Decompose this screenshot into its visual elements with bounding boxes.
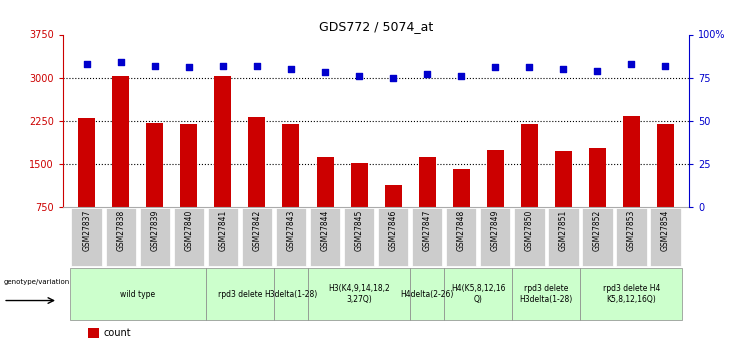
Point bbox=[319, 70, 331, 75]
FancyBboxPatch shape bbox=[274, 268, 308, 320]
Text: GSM27846: GSM27846 bbox=[388, 210, 398, 252]
FancyBboxPatch shape bbox=[242, 208, 272, 266]
Point bbox=[81, 61, 93, 67]
Text: GSM27844: GSM27844 bbox=[321, 210, 330, 252]
Point bbox=[353, 73, 365, 79]
FancyBboxPatch shape bbox=[173, 208, 205, 266]
FancyBboxPatch shape bbox=[310, 208, 340, 266]
Point bbox=[251, 63, 263, 68]
Text: GSM27851: GSM27851 bbox=[559, 210, 568, 251]
Text: GSM27840: GSM27840 bbox=[185, 210, 193, 252]
FancyBboxPatch shape bbox=[580, 268, 682, 320]
FancyBboxPatch shape bbox=[650, 208, 681, 266]
Bar bbox=[589, 148, 605, 207]
FancyBboxPatch shape bbox=[446, 208, 476, 266]
FancyBboxPatch shape bbox=[308, 268, 410, 320]
Bar bbox=[453, 169, 470, 207]
Bar bbox=[316, 157, 333, 207]
Point bbox=[625, 61, 637, 67]
Bar bbox=[214, 77, 231, 207]
Text: genotype/variation: genotype/variation bbox=[3, 279, 70, 285]
Point bbox=[659, 63, 671, 68]
Point bbox=[489, 65, 501, 70]
Title: GDS772 / 5074_at: GDS772 / 5074_at bbox=[319, 20, 433, 33]
Text: H4(K5,8,12,16
Q): H4(K5,8,12,16 Q) bbox=[451, 284, 505, 304]
FancyBboxPatch shape bbox=[207, 208, 239, 266]
FancyBboxPatch shape bbox=[70, 268, 206, 320]
Bar bbox=[79, 118, 96, 207]
Point bbox=[455, 73, 467, 79]
Point bbox=[523, 65, 535, 70]
Text: H4delta(2-26): H4delta(2-26) bbox=[400, 289, 453, 299]
Text: GSM27841: GSM27841 bbox=[219, 210, 227, 251]
FancyBboxPatch shape bbox=[616, 208, 647, 266]
FancyBboxPatch shape bbox=[276, 208, 306, 266]
Text: rpd3 delete H4
K5,8,12,16Q): rpd3 delete H4 K5,8,12,16Q) bbox=[602, 284, 660, 304]
FancyBboxPatch shape bbox=[206, 268, 274, 320]
FancyBboxPatch shape bbox=[512, 268, 580, 320]
FancyBboxPatch shape bbox=[582, 208, 613, 266]
Bar bbox=[622, 116, 639, 207]
FancyBboxPatch shape bbox=[514, 208, 545, 266]
FancyBboxPatch shape bbox=[139, 208, 170, 266]
Text: count: count bbox=[104, 328, 131, 338]
Text: H3delta(1-28): H3delta(1-28) bbox=[265, 289, 318, 299]
Point bbox=[183, 65, 195, 70]
Text: GSM27843: GSM27843 bbox=[287, 210, 296, 252]
FancyBboxPatch shape bbox=[344, 208, 374, 266]
Bar bbox=[113, 77, 130, 207]
FancyBboxPatch shape bbox=[378, 208, 408, 266]
Point bbox=[421, 71, 433, 77]
Text: GSM27853: GSM27853 bbox=[627, 210, 636, 252]
Text: GSM27848: GSM27848 bbox=[456, 210, 465, 251]
Bar bbox=[147, 123, 163, 207]
FancyBboxPatch shape bbox=[548, 208, 579, 266]
FancyBboxPatch shape bbox=[105, 208, 136, 266]
Bar bbox=[419, 157, 436, 207]
Bar bbox=[555, 151, 572, 207]
Point bbox=[387, 75, 399, 80]
Bar bbox=[657, 124, 674, 207]
Text: H3(K4,9,14,18,2
3,27Q): H3(K4,9,14,18,2 3,27Q) bbox=[328, 284, 390, 304]
Text: GSM27849: GSM27849 bbox=[491, 210, 499, 252]
Text: GSM27852: GSM27852 bbox=[593, 210, 602, 251]
Text: GSM27842: GSM27842 bbox=[253, 210, 262, 251]
Point bbox=[217, 63, 229, 68]
Text: GSM27838: GSM27838 bbox=[116, 210, 125, 251]
Point bbox=[115, 59, 127, 65]
Bar bbox=[180, 124, 197, 207]
Text: GSM27847: GSM27847 bbox=[422, 210, 431, 252]
Bar bbox=[487, 149, 504, 207]
Bar bbox=[248, 117, 265, 207]
Text: GSM27839: GSM27839 bbox=[150, 210, 159, 252]
Text: GSM27845: GSM27845 bbox=[354, 210, 364, 252]
Text: wild type: wild type bbox=[120, 289, 156, 299]
FancyBboxPatch shape bbox=[412, 208, 442, 266]
FancyBboxPatch shape bbox=[480, 208, 511, 266]
Point bbox=[149, 63, 161, 68]
Text: GSM27837: GSM27837 bbox=[82, 210, 91, 252]
Bar bbox=[521, 124, 538, 207]
Point bbox=[591, 68, 603, 73]
Bar bbox=[385, 185, 402, 207]
FancyBboxPatch shape bbox=[71, 208, 102, 266]
FancyBboxPatch shape bbox=[410, 268, 444, 320]
Bar bbox=[350, 163, 368, 207]
FancyBboxPatch shape bbox=[444, 268, 512, 320]
Bar bbox=[88, 328, 99, 338]
Text: rpd3 delete: rpd3 delete bbox=[218, 289, 262, 299]
Point bbox=[285, 66, 297, 72]
Text: rpd3 delete
H3delta(1-28): rpd3 delete H3delta(1-28) bbox=[519, 284, 573, 304]
Point bbox=[557, 66, 569, 72]
Bar bbox=[282, 124, 299, 207]
Text: GSM27854: GSM27854 bbox=[661, 210, 670, 252]
Text: GSM27850: GSM27850 bbox=[525, 210, 534, 252]
